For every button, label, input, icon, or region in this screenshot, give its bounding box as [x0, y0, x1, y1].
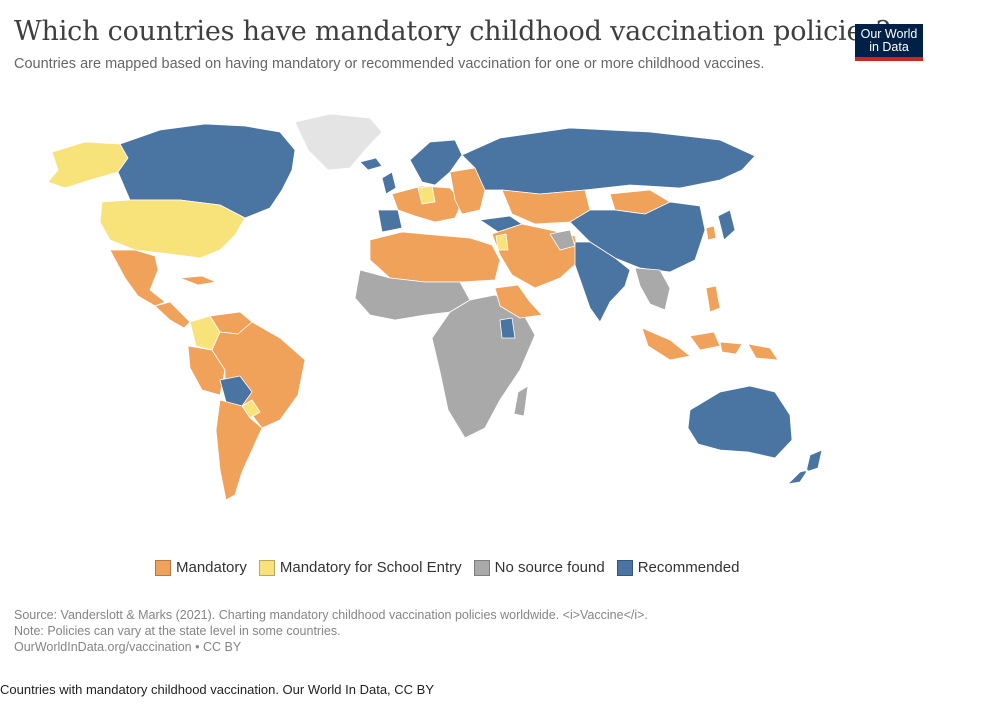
map-region-greenland[interactable] — [294, 113, 383, 171]
image-caption: Countries with mandatory childhood vacci… — [0, 682, 435, 697]
map-region-uk[interactable] — [381, 171, 397, 195]
map-region-central-america[interactable] — [154, 301, 191, 329]
legend-label-mandatory-school: Mandatory for School Entry — [279, 559, 462, 576]
map-region-argentina[interactable] — [215, 399, 263, 501]
map-region-philippines[interactable] — [705, 285, 721, 313]
legend-swatch-mandatory — [155, 559, 171, 576]
map-region-horn-of-africa[interactable] — [494, 284, 543, 319]
logo-line-1: Our World — [860, 27, 918, 41]
legend-label-recommended: Recommended — [637, 559, 740, 576]
legend-item-recommended[interactable]: Recommended — [616, 559, 740, 576]
page-subtitle: Countries are mapped based on having man… — [14, 56, 765, 72]
map-region-se-asia-mainland[interactable] — [634, 267, 671, 311]
map-region-bolivia[interactable] — [219, 375, 253, 407]
map-region-papua[interactable] — [747, 343, 779, 361]
map-region-iceland[interactable] — [359, 157, 383, 171]
logo-line-2: in Data — [869, 40, 909, 54]
map-region-brazil[interactable] — [211, 321, 306, 429]
legend-swatch-mandatory-school — [258, 559, 275, 576]
map-region-kenya[interactable] — [499, 317, 516, 339]
map-region-korea[interactable] — [705, 225, 717, 241]
map-region-russia[interactable] — [461, 127, 756, 195]
legend-item-mandatory[interactable]: Mandatory — [155, 559, 247, 576]
map-region-canada[interactable] — [117, 123, 296, 219]
map-region-australia[interactable] — [687, 385, 793, 459]
legend-label-mandatory: Mandatory — [176, 559, 247, 576]
map-region-japan[interactable] — [717, 209, 736, 241]
map-region-alaska[interactable] — [47, 141, 129, 189]
site-link[interactable]: OurWorldInData.org/vaccination • CC BY — [14, 640, 242, 654]
world-map — [47, 113, 823, 501]
map-region-new-zealand[interactable] — [787, 449, 823, 485]
legend-item-mandatory-school[interactable]: Mandatory for School Entry — [258, 559, 462, 576]
map-legend: Mandatory Mandatory for School Entry No … — [155, 559, 751, 576]
legend-item-no-source[interactable]: No source found — [473, 559, 605, 576]
map-region-india[interactable] — [574, 241, 631, 323]
map-region-madagascar[interactable] — [513, 385, 529, 417]
map-region-germany[interactable] — [417, 185, 436, 205]
legend-swatch-no-source — [473, 559, 490, 576]
source-note: Source: Vanderslott & Marks (2021). Char… — [14, 608, 648, 622]
map-region-usa[interactable] — [99, 199, 246, 259]
legend-swatch-recommended — [616, 559, 633, 576]
chart-footer: Source: Vanderslott & Marks (2021). Char… — [14, 607, 648, 655]
map-region-scandinavia[interactable] — [409, 139, 463, 186]
map-region-indonesia[interactable] — [641, 327, 743, 361]
map-region-iberia[interactable] — [377, 209, 403, 233]
page-title: Which countries have mandatory childhood… — [14, 16, 891, 47]
policy-note: Note: Policies can vary at the state lev… — [14, 624, 341, 638]
map-region-caribbean[interactable] — [179, 275, 217, 286]
owid-logo[interactable]: Our World in Data — [855, 24, 923, 61]
map-region-mexico[interactable] — [109, 249, 166, 307]
map-region-north-africa[interactable] — [369, 231, 501, 283]
map-region-jordan[interactable] — [495, 233, 509, 251]
legend-label-no-source: No source found — [494, 559, 605, 576]
